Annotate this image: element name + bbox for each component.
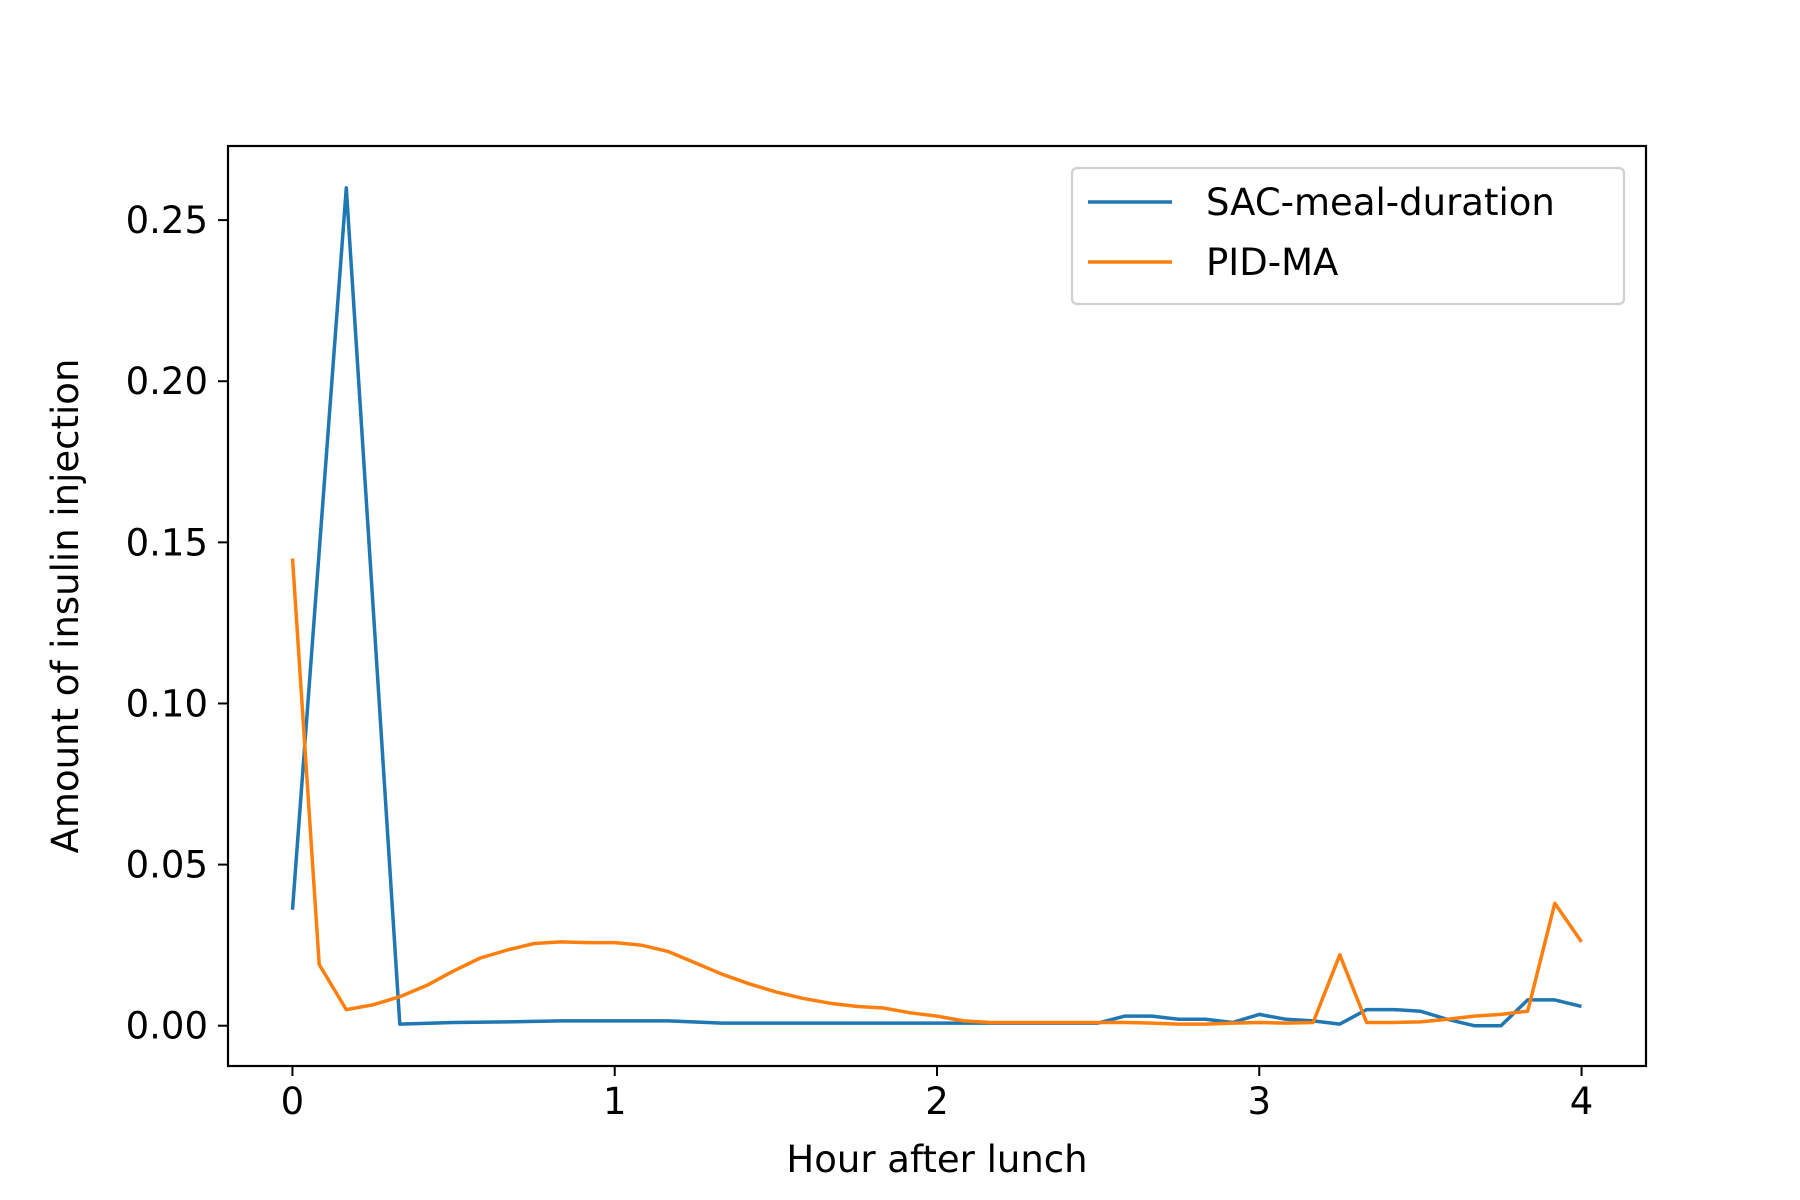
y-tick-label: 0.15 — [126, 521, 208, 564]
legend-label-sac-meal-duration: SAC-meal-duration — [1206, 181, 1555, 224]
y-tick-label: 0.00 — [126, 1005, 208, 1048]
y-axis-ticks: 0.00 0.05 0.10 0.15 0.20 0.25 — [126, 199, 228, 1048]
x-tick-label: 1 — [603, 1080, 627, 1123]
series-line-sac-meal-duration — [290, 186, 1582, 1028]
x-tick-label: 3 — [1247, 1080, 1271, 1123]
legend-box — [1070, 166, 1626, 306]
x-axis-label: Hour after lunch — [786, 1138, 1087, 1181]
legend: SAC-meal-duration PID-MA — [1070, 166, 1626, 306]
x-tick-label: 2 — [925, 1080, 949, 1123]
y-tick-label: 0.05 — [126, 844, 208, 887]
x-tick-label: 0 — [281, 1080, 305, 1123]
series-lines — [290, 186, 1583, 1028]
x-axis-ticks: 0 1 2 3 4 — [281, 1066, 1594, 1123]
y-axis-label: Amount of insulin injection — [44, 359, 87, 854]
series-line-pid-ma — [290, 558, 1583, 1026]
x-tick-label: 4 — [1570, 1080, 1594, 1123]
y-tick-label: 0.20 — [126, 360, 208, 403]
y-tick-label: 0.10 — [126, 682, 208, 725]
legend-label-pid-ma: PID-MA — [1206, 241, 1338, 284]
y-tick-label: 0.25 — [126, 199, 208, 242]
